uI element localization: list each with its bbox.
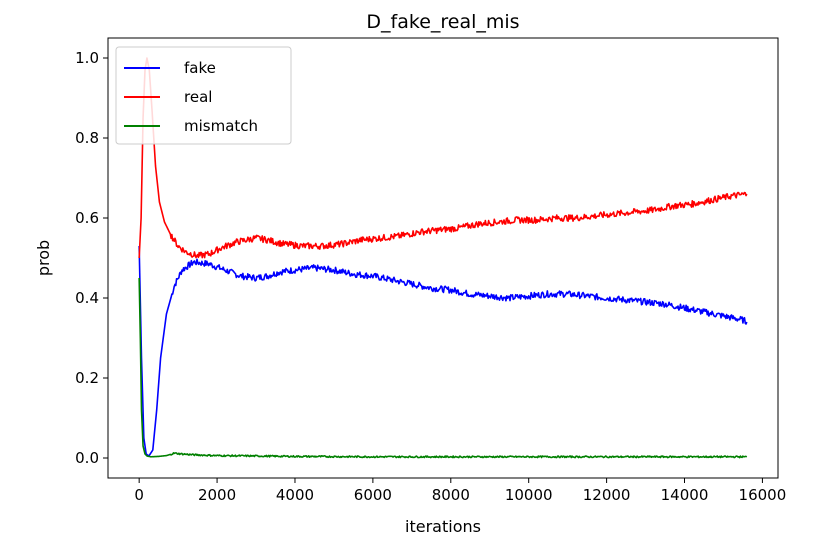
x-tick-label: 2000 bbox=[198, 486, 236, 504]
x-tick-label: 16000 bbox=[739, 486, 787, 504]
y-tick-label: 0.0 bbox=[75, 449, 99, 467]
x-tick-label: 10000 bbox=[505, 486, 553, 504]
y-tick-label: 0.4 bbox=[75, 289, 99, 307]
y-tick-label: 1.0 bbox=[75, 49, 99, 67]
legend-label-real: real bbox=[184, 88, 212, 106]
y-axis: 0.0 0.2 0.4 0.6 0.8 1.0 bbox=[75, 49, 108, 467]
legend-label-fake: fake bbox=[184, 59, 216, 77]
plot-area bbox=[138, 57, 748, 459]
x-tick-label: 0 bbox=[134, 486, 144, 504]
series-line-mismatch bbox=[138, 277, 748, 459]
series-line-real bbox=[138, 57, 748, 259]
legend: fake real mismatch bbox=[115, 46, 292, 145]
chart-title: D_fake_real_mis bbox=[366, 11, 519, 33]
x-axis: 0 2000 4000 6000 8000 10000 12000 14000 16000 bbox=[134, 478, 786, 504]
y-tick-label: 0.6 bbox=[75, 209, 99, 227]
x-tick-label: 14000 bbox=[661, 486, 709, 504]
x-axis-label: iterations bbox=[405, 517, 481, 536]
x-tick-label: 6000 bbox=[354, 486, 392, 504]
legend-label-mismatch: mismatch bbox=[184, 117, 258, 135]
y-axis-label: prob bbox=[34, 240, 53, 276]
x-tick-label: 8000 bbox=[432, 486, 470, 504]
series-line-fake bbox=[138, 245, 748, 457]
legend-box bbox=[115, 46, 292, 145]
x-tick-label: 12000 bbox=[583, 486, 631, 504]
y-tick-label: 0.8 bbox=[75, 129, 99, 147]
plot-frame bbox=[107, 37, 779, 479]
x-tick-label: 4000 bbox=[276, 486, 314, 504]
y-tick-label: 0.2 bbox=[75, 369, 99, 387]
